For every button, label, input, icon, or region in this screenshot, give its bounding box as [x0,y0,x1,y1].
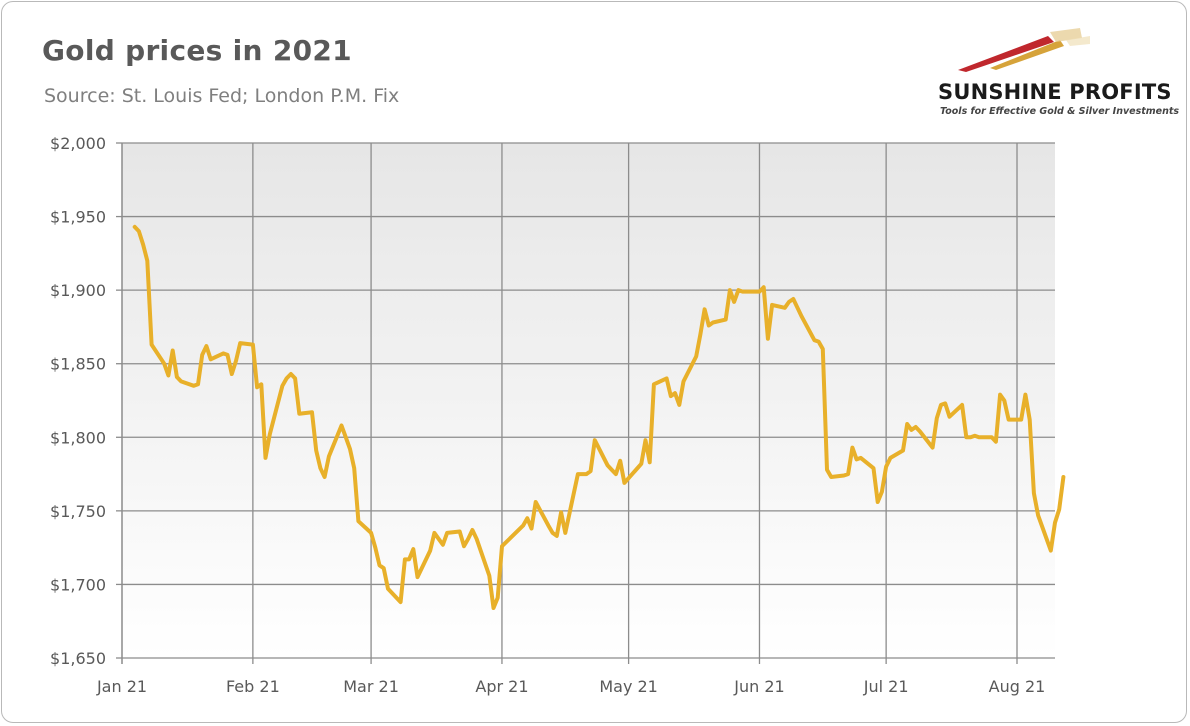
x-tick-label: Aug 21 [989,677,1046,696]
gold-price-line [132,224,1066,610]
x-tick-label: Jul 21 [863,677,909,696]
logo-tagline: Tools for Effective Gold & Silver Invest… [940,106,1180,117]
x-axis: Jan 21 Feb 21 Mar 21 Apr 21 May 21 Jun 21 Jul … [96,658,1045,696]
y-tick-label: $2,000 [50,134,106,153]
chart-subtitle: Source: St. Louis Fed; London P.M. Fix [44,85,400,107]
y-tick-label: $1,650 [50,649,106,668]
y-tick-label: $1,850 [50,355,106,374]
y-tick-label: $1,900 [50,281,106,300]
logo-name: SUNSHINE PROFITS [938,80,1172,104]
y-tick-label: $1,700 [50,575,106,594]
y-tick-label: $1,800 [50,428,106,447]
x-tick-label: Mar 21 [343,677,399,696]
x-tick-label: May 21 [599,677,658,696]
x-tick-label: Jan 21 [96,677,147,696]
y-tick-label: $1,750 [50,502,106,521]
x-tick-label: Jun 21 [733,677,784,696]
x-tick-label: Feb 21 [226,677,280,696]
gridlines [121,142,1055,664]
y-tick-label: $1,950 [50,208,106,227]
x-tick-label: Apr 21 [475,677,528,696]
logo-swoosh-icon [958,28,1090,72]
chart-title: Gold prices in 2021 [42,34,352,67]
sunshine-profits-logo: SUNSHINE PROFITS Tools for Effective Gol… [930,18,1179,128]
y-axis: $1,650 $1,700 $1,750 $1,800 $1,850 $1,900 $1,9… [50,134,122,668]
series-layer [132,224,1066,610]
